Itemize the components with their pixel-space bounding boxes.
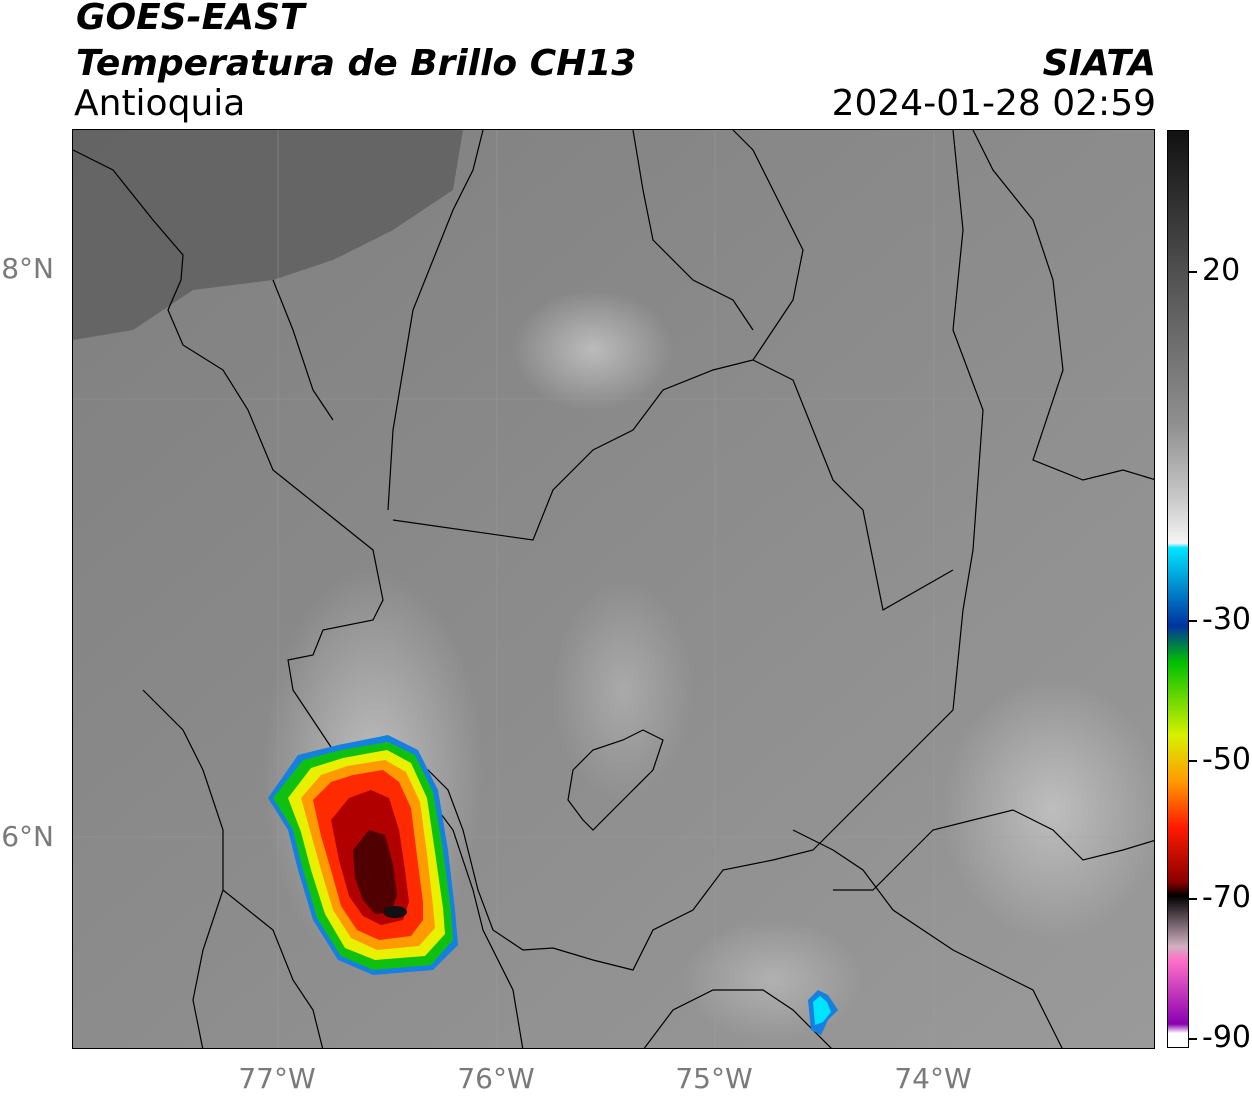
colorbar: [1167, 130, 1189, 1048]
lon-label-76w: 76°W: [457, 1062, 535, 1095]
colorbar-label-20: 20: [1202, 253, 1241, 288]
lat-label-8n: 8°N: [1, 252, 54, 285]
lon-label-77w: 77°W: [238, 1062, 316, 1095]
datetime-label: 2024-01-28 02:59: [831, 83, 1156, 124]
lon-label-75w: 75°W: [675, 1062, 753, 1095]
lon-label-74w: 74°W: [894, 1062, 972, 1095]
colorbar-label-minus50: -50: [1202, 742, 1251, 777]
graticule: [73, 130, 1154, 1048]
lat-label-6n: 6°N: [1, 820, 54, 853]
convective-cell: [268, 735, 458, 975]
colorbar-label-minus90: -90: [1202, 1020, 1251, 1055]
colorbar-label-minus30: -30: [1202, 602, 1251, 637]
colorbar-tick: [1189, 620, 1197, 622]
colorbar-tick: [1189, 898, 1197, 900]
political-boundaries: [73, 130, 1154, 1048]
product-title: Temperatura de Brillo CH13: [76, 43, 637, 84]
colorbar-tick: [1189, 1038, 1197, 1040]
map-svg: [73, 130, 1154, 1048]
satellite-map[interactable]: [72, 129, 1155, 1049]
satellite-title: GOES-EAST: [76, 0, 305, 38]
colorbar-tick: [1189, 271, 1197, 273]
org-label: SIATA: [1042, 43, 1156, 84]
colorbar-tick: [1189, 760, 1197, 762]
colorbar-label-minus70: -70: [1202, 880, 1251, 915]
region-label: Antioquia: [74, 83, 246, 124]
